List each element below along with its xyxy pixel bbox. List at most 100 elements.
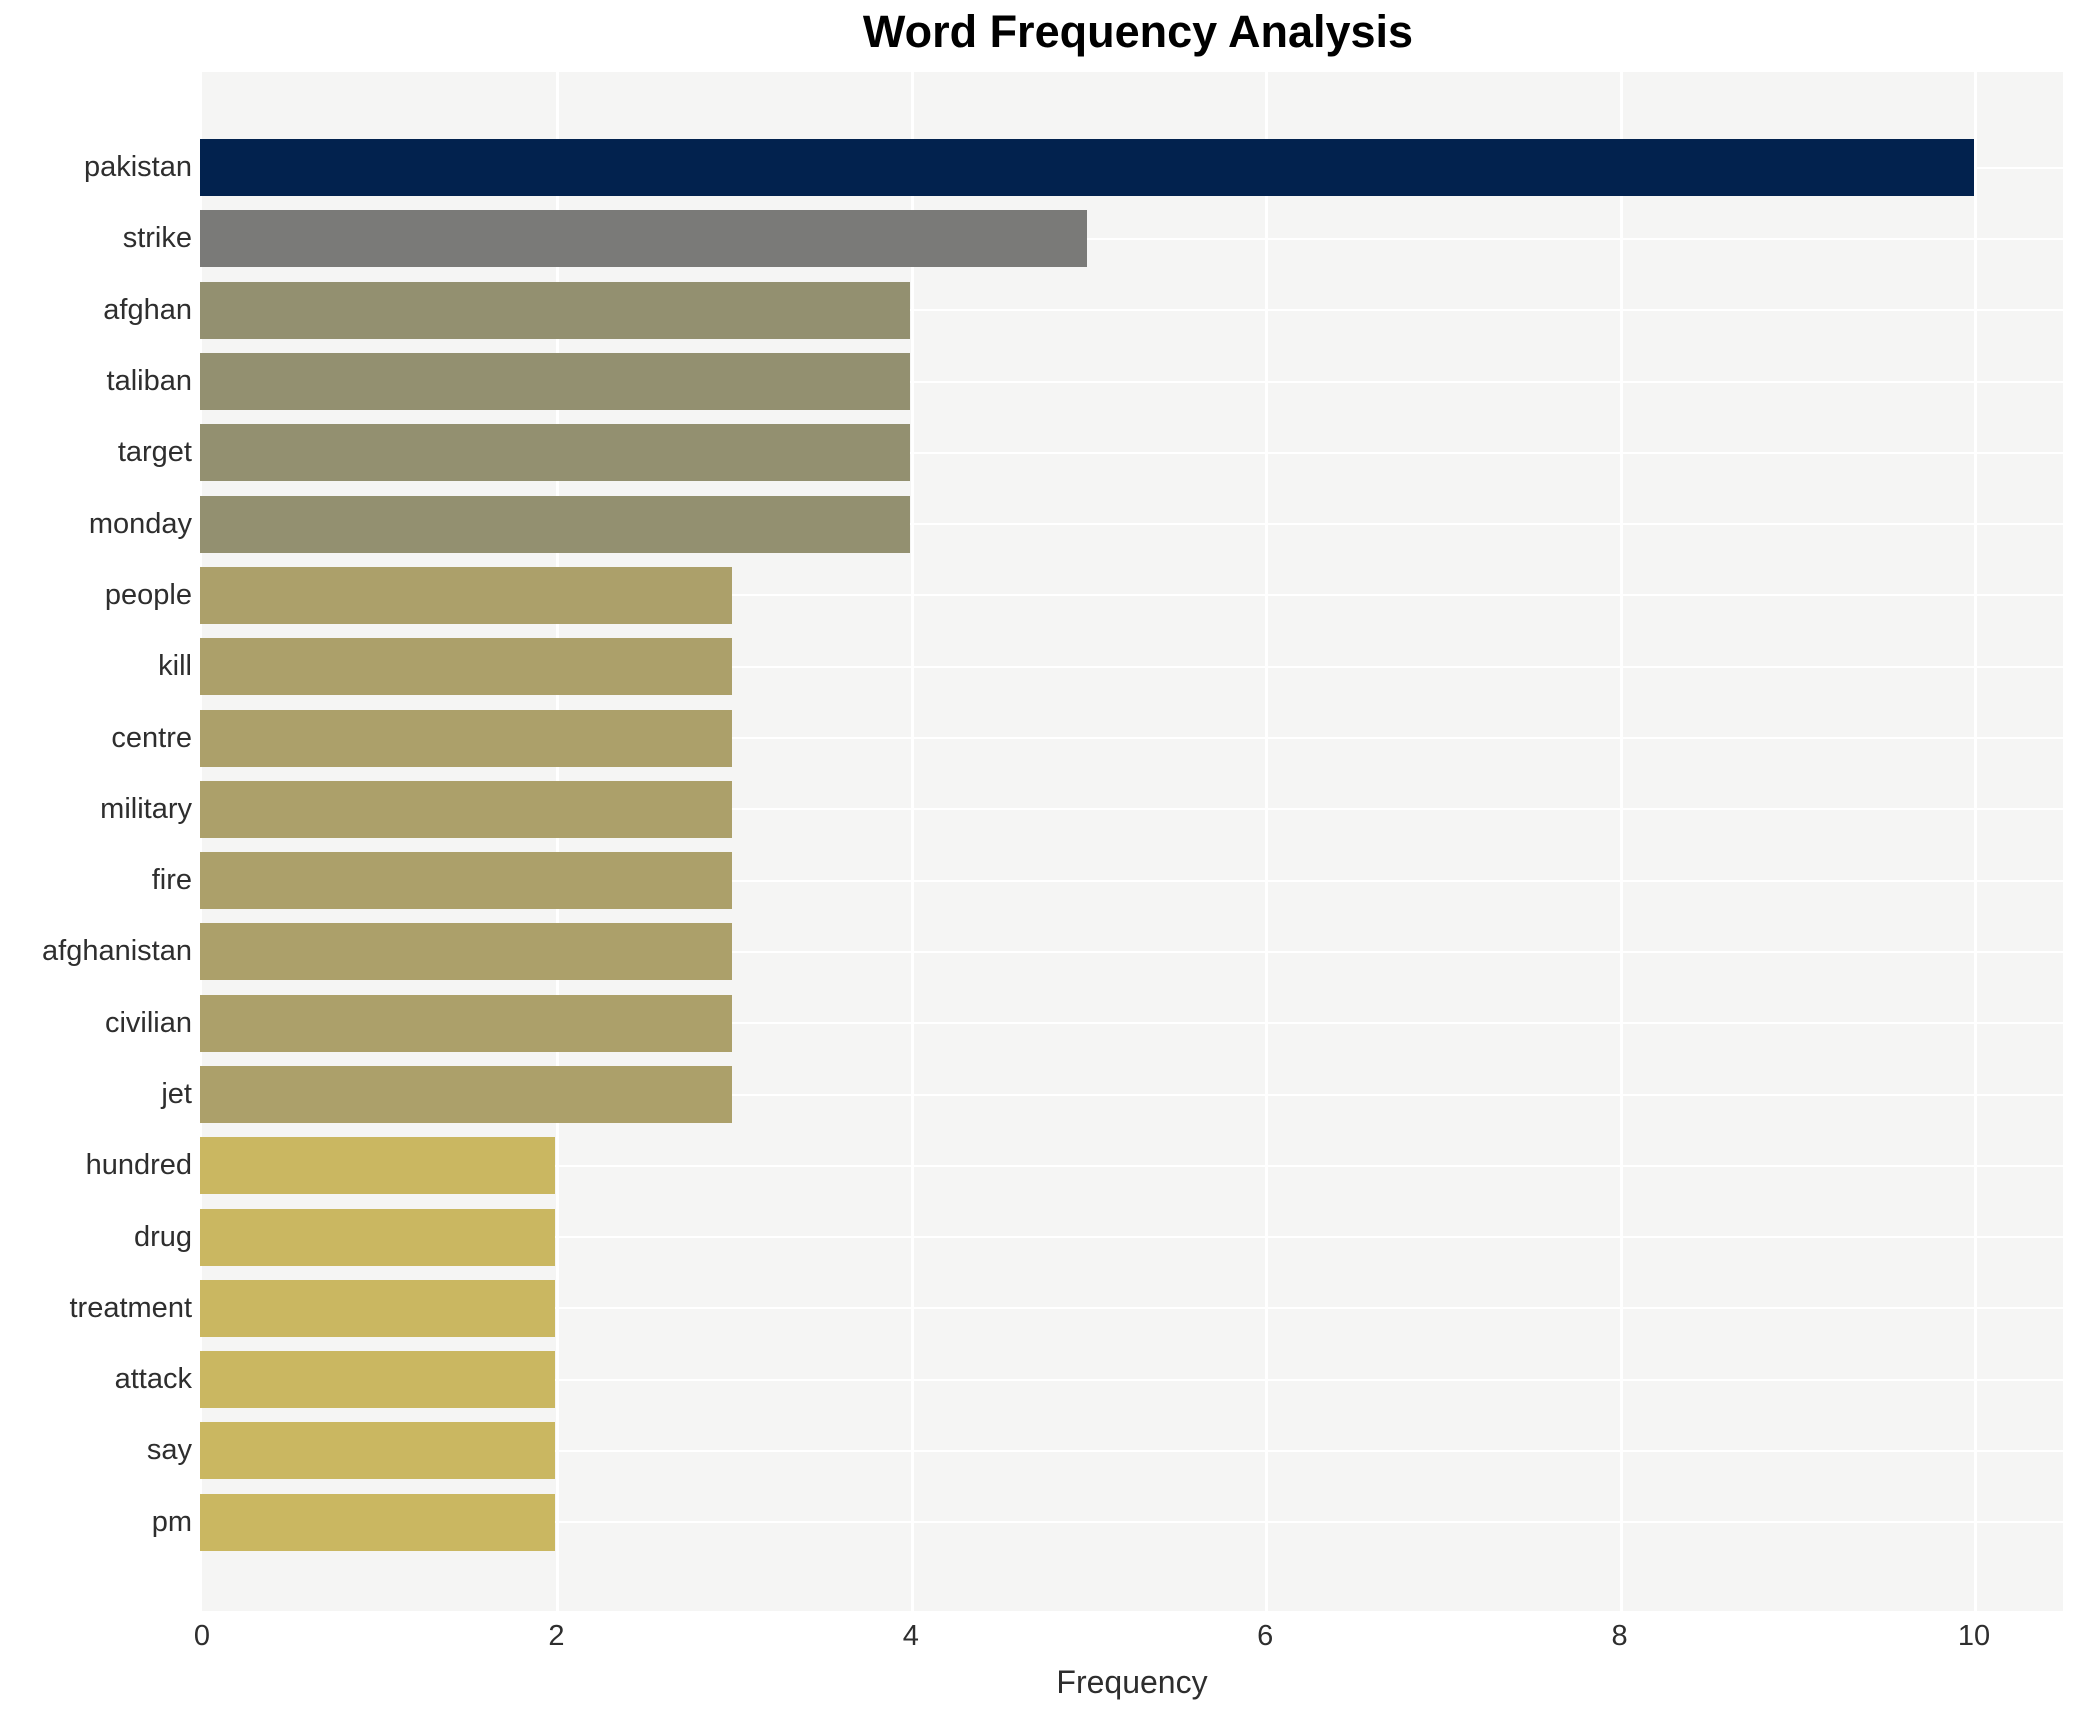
bar-track xyxy=(200,1487,2063,1558)
frequency-bar xyxy=(200,1351,555,1409)
horizontal-gridline xyxy=(200,1521,2063,1524)
frequency-bar xyxy=(200,852,733,910)
category-label: military xyxy=(100,792,192,825)
vertical-gridline xyxy=(1974,72,1977,1611)
frequency-bar xyxy=(200,994,733,1052)
bar-rows: pakistan strike afghan taliban target monday p… xyxy=(0,132,2063,1558)
category-label: treatment xyxy=(69,1291,193,1324)
x-tick-label: 10 xyxy=(1957,1620,1991,1652)
category-label: target xyxy=(117,436,192,469)
bar-track xyxy=(200,1344,2063,1415)
category-label: people xyxy=(104,578,192,611)
bar-row: afghanistan xyxy=(0,916,2063,987)
frequency-bar xyxy=(200,923,733,981)
horizontal-gridline xyxy=(200,594,2063,597)
category-label: afghanistan xyxy=(42,935,192,968)
bar-track xyxy=(200,275,2063,346)
bar-row: drug xyxy=(0,1201,2063,1272)
frequency-bar xyxy=(200,424,910,482)
bar-track xyxy=(200,1201,2063,1272)
bar-row: people xyxy=(0,560,2063,631)
category-label: afghan xyxy=(103,293,192,326)
category-label: fire xyxy=(151,864,192,897)
frequency-bar xyxy=(200,210,1087,268)
x-tick-label: 2 xyxy=(548,1620,565,1652)
bar-row: afghan xyxy=(0,275,2063,346)
horizontal-gridline xyxy=(200,950,2063,953)
horizontal-gridline xyxy=(200,1307,2063,1310)
horizontal-gridline xyxy=(200,523,2063,526)
category-label: kill xyxy=(158,650,192,683)
bar-track xyxy=(200,560,2063,631)
category-label: strike xyxy=(122,222,192,255)
bar-track xyxy=(200,702,2063,773)
category-label: civilian xyxy=(104,1006,192,1039)
bar-row: hundred xyxy=(0,1130,2063,1201)
bar-track xyxy=(200,988,2063,1059)
x-tick-label: 4 xyxy=(902,1620,919,1652)
frequency-bar xyxy=(200,353,910,411)
category-label: monday xyxy=(88,507,192,540)
x-tick-label: 8 xyxy=(1611,1620,1628,1652)
bar-track xyxy=(200,1273,2063,1344)
category-label: centre xyxy=(111,721,192,754)
bar-row: fire xyxy=(0,845,2063,916)
bar-track xyxy=(200,132,2063,203)
frequency-bar xyxy=(200,709,733,767)
bar-row: taliban xyxy=(0,346,2063,417)
bar-track xyxy=(200,845,2063,916)
frequency-bar xyxy=(200,281,910,339)
frequency-bar xyxy=(200,1422,555,1480)
bar-track xyxy=(200,1415,2063,1486)
frequency-bar xyxy=(200,1137,555,1195)
bar-row: centre xyxy=(0,702,2063,773)
horizontal-gridline xyxy=(200,309,2063,312)
category-label: taliban xyxy=(106,365,192,398)
bar-row: treatment xyxy=(0,1273,2063,1344)
bar-row: pm xyxy=(0,1487,2063,1558)
category-label: hundred xyxy=(85,1149,192,1182)
bar-row: military xyxy=(0,774,2063,845)
horizontal-gridline xyxy=(200,451,2063,454)
frequency-bar xyxy=(200,780,733,838)
category-label: drug xyxy=(133,1220,192,1253)
frequency-bar xyxy=(200,1208,555,1266)
bar-row: kill xyxy=(0,631,2063,702)
bar-track xyxy=(200,1130,2063,1201)
category-label: jet xyxy=(161,1078,192,1110)
x-axis-title: Frequency xyxy=(1056,1664,1208,1700)
horizontal-gridline xyxy=(200,1236,2063,1239)
horizontal-gridline xyxy=(200,808,2063,811)
bar-row: attack xyxy=(0,1344,2063,1415)
frequency-bar xyxy=(200,495,910,553)
bar-row: strike xyxy=(0,203,2063,274)
x-tick-label: 6 xyxy=(1257,1620,1274,1652)
bar-track xyxy=(200,203,2063,274)
vertical-gridline xyxy=(910,72,914,1611)
vertical-gridline xyxy=(1265,72,1269,1611)
horizontal-gridline xyxy=(200,879,2063,882)
frequency-bar xyxy=(200,1279,555,1337)
bar-row: say xyxy=(0,1415,2063,1486)
bar-track xyxy=(200,417,2063,488)
horizontal-gridline xyxy=(200,1022,2063,1025)
category-label: attack xyxy=(114,1363,192,1396)
horizontal-gridline xyxy=(200,1164,2063,1167)
vertical-gridline xyxy=(556,72,560,1611)
frequency-bar xyxy=(200,566,733,624)
horizontal-gridline xyxy=(200,1093,2063,1096)
horizontal-gridline xyxy=(200,1449,2063,1452)
bar-row: target xyxy=(0,417,2063,488)
bar-row: pakistan xyxy=(0,132,2063,203)
bar-track xyxy=(200,346,2063,417)
vertical-gridline xyxy=(1619,72,1623,1611)
bar-row: monday xyxy=(0,488,2063,559)
horizontal-gridline xyxy=(200,237,2063,240)
bar-row: civilian xyxy=(0,988,2063,1059)
bar-track xyxy=(200,1059,2063,1130)
horizontal-gridline xyxy=(200,737,2063,740)
x-tick-label: 0 xyxy=(193,1620,211,1652)
category-label: pm xyxy=(151,1505,192,1538)
frequency-bar xyxy=(200,638,733,696)
